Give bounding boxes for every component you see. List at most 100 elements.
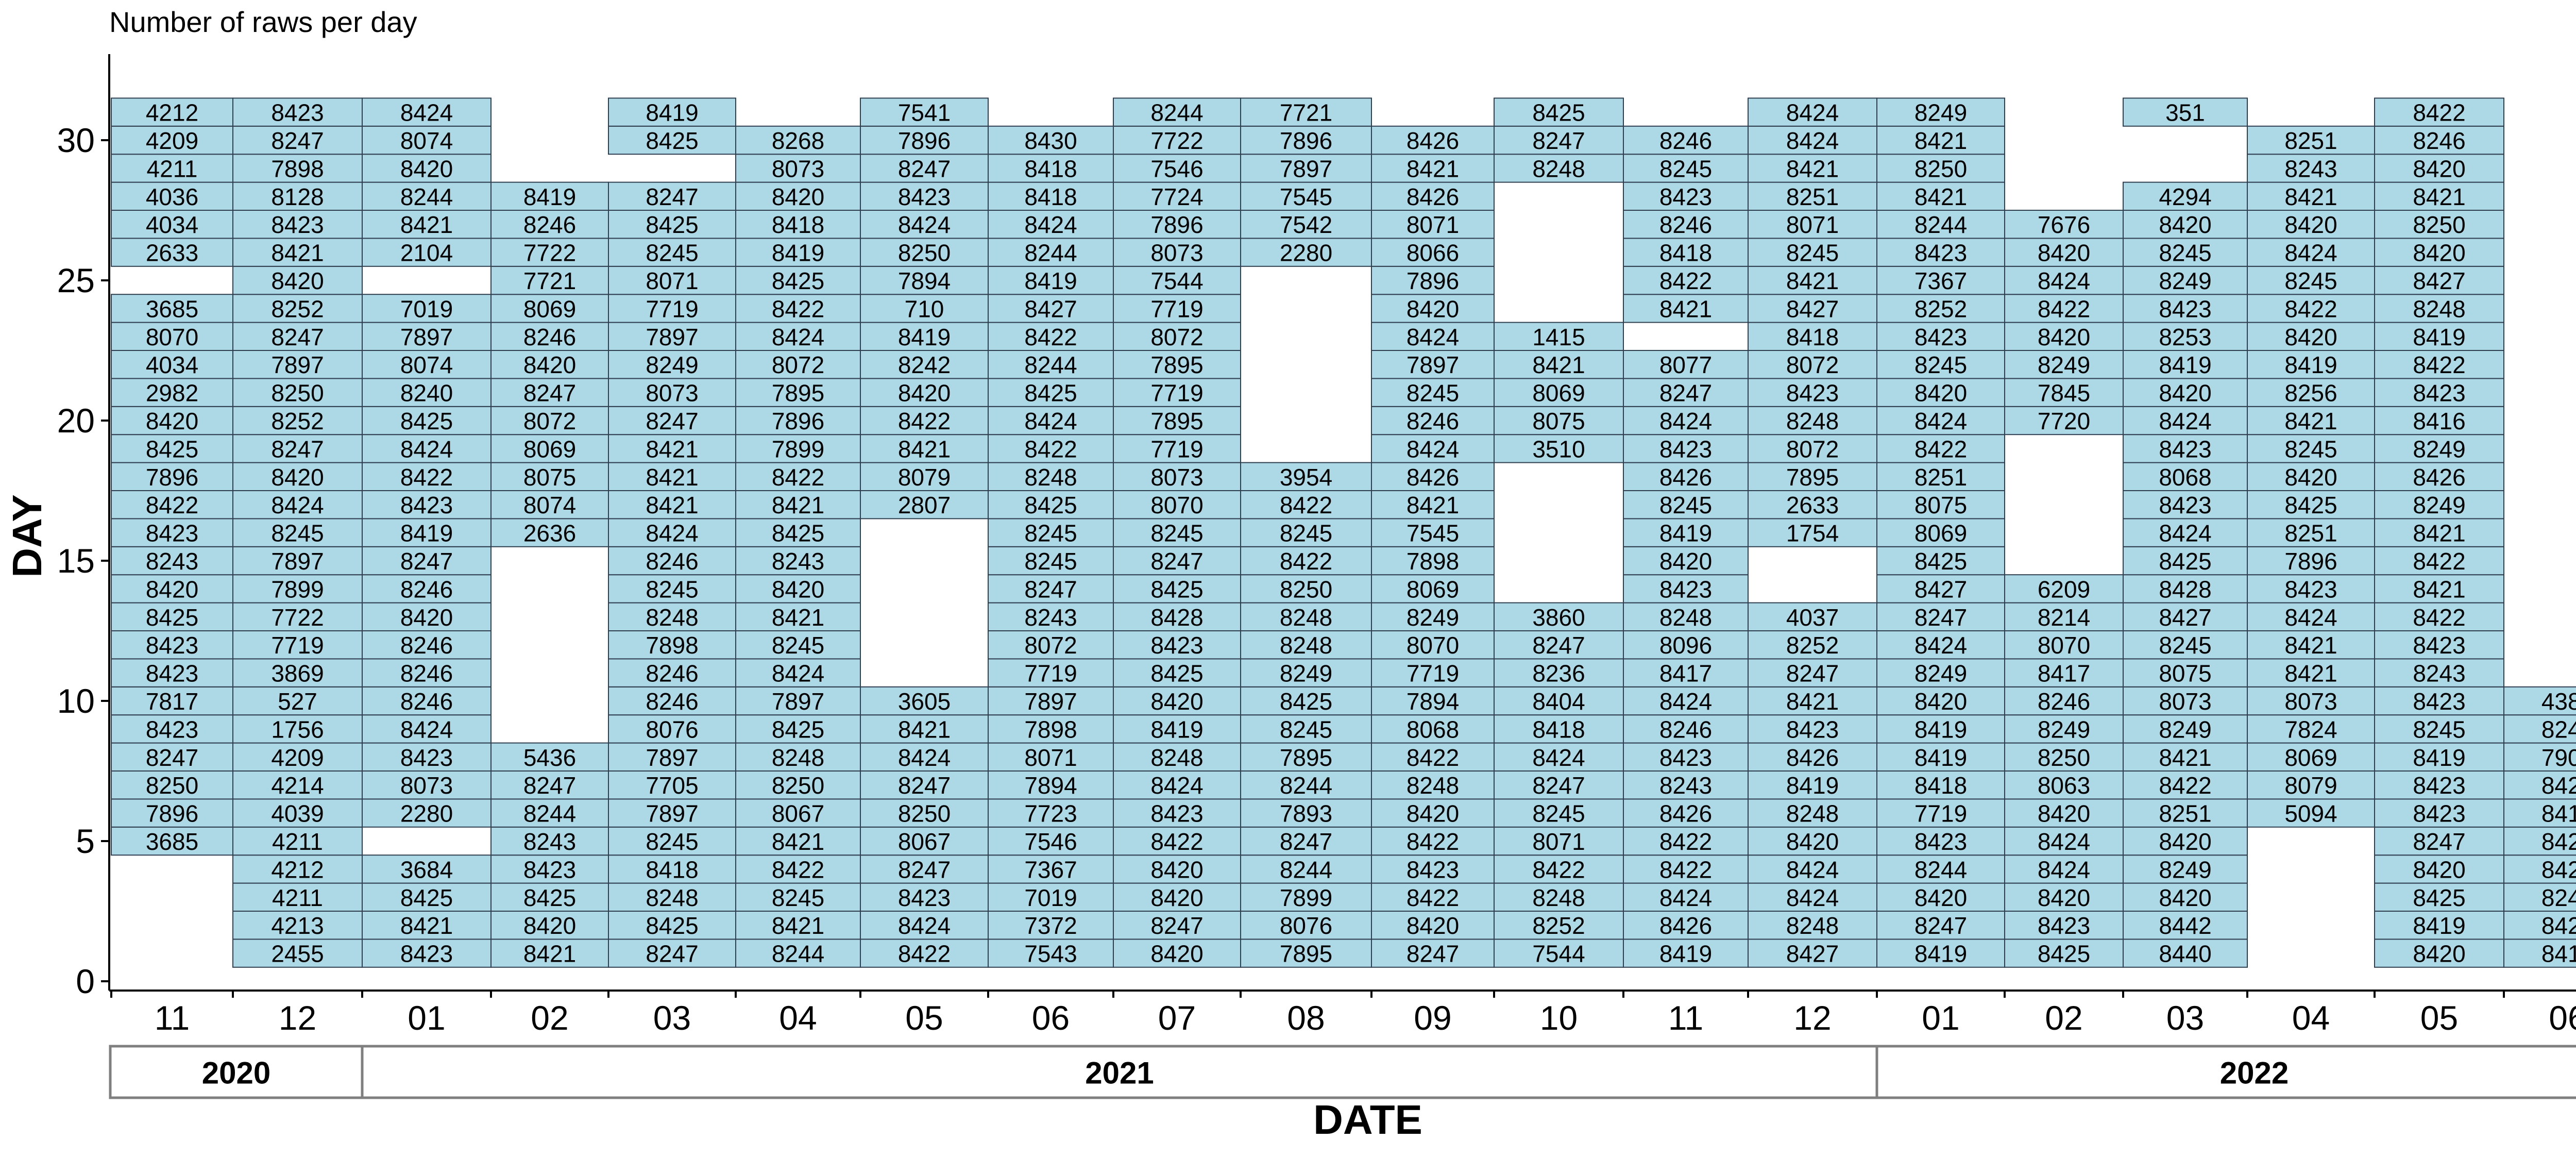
heatmap-cell	[1876, 798, 2005, 828]
cell-value-label: 4211	[272, 884, 323, 911]
cell-value-label: 5436	[523, 744, 576, 771]
cell-value-label: 8247	[646, 408, 698, 434]
heatmap-cell	[735, 826, 861, 856]
heatmap-cell	[1748, 826, 1877, 856]
cell-value-label: 8247	[1532, 127, 1585, 154]
cell-value-label: 8424	[1024, 211, 1077, 238]
heatmap-cell	[490, 770, 609, 800]
heatmap-cell	[1876, 574, 2005, 603]
cell-value-label: 8247	[146, 744, 198, 771]
heatmap-cell	[1623, 854, 1749, 884]
heatmap-cell	[362, 125, 492, 155]
cell-value-label: 7894	[1406, 688, 1459, 715]
cell-value-label: 8251	[1914, 464, 1967, 491]
cell-value-label: 8245	[271, 520, 324, 547]
cell-value-label: 8074	[400, 127, 453, 154]
heatmap-cell	[860, 938, 989, 968]
cell-value-label: 7541	[898, 99, 951, 126]
cell-value-label: 4036	[146, 183, 198, 210]
y-tick-label: 0	[76, 962, 95, 1000]
heatmap-cell	[1494, 406, 1624, 435]
cell-value-label: 8246	[400, 632, 453, 659]
cell-value-label: 8425	[646, 127, 698, 154]
cell-value-label: 8420	[2038, 800, 2090, 827]
heatmap-cell	[860, 238, 989, 267]
cell-value-label: 7724	[1150, 183, 1203, 210]
heatmap-cell	[490, 938, 609, 968]
cell-value-label: 7544	[1532, 941, 1585, 967]
cell-value-label: 8252	[1786, 632, 1839, 659]
cell-value-label: 8067	[772, 800, 824, 827]
cell-value-label: 8423	[1659, 744, 1712, 771]
cell-value-label: 3605	[898, 688, 951, 715]
cell-value-label: 8422	[1532, 856, 1585, 883]
cell-value-label: 8425	[2413, 884, 2465, 911]
heatmap-cell	[988, 742, 1114, 772]
cell-value-label: 527	[278, 688, 317, 715]
cell-value-label: 8442	[2159, 912, 2211, 939]
cell-value-label: 8418	[1024, 155, 1077, 182]
cell-value-label: 8424	[898, 912, 951, 939]
cell-value-label: 8071	[1786, 211, 1839, 238]
cell-value-label: 8420	[1914, 380, 1967, 407]
heatmap-cell	[490, 434, 609, 463]
cell-value-label: 8246	[1659, 211, 1712, 238]
heatmap-cell	[232, 378, 363, 407]
cell-value-label: 8423	[1150, 800, 1203, 827]
heatmap-cell	[232, 518, 363, 547]
heatmap-cell	[1748, 686, 1877, 716]
heatmap-cell	[490, 238, 609, 267]
year-label: 2021	[1085, 1056, 1154, 1091]
cell-value-label: 8070	[2038, 632, 2090, 659]
cell-value-label: 8426	[1406, 127, 1459, 154]
cell-value-label: 8420	[2159, 884, 2211, 911]
cell-value-label: 8426	[1659, 912, 1712, 939]
cell-value-label: 7824	[2284, 716, 2337, 743]
heatmap-cell	[988, 518, 1114, 547]
cell-value-label: 4211	[272, 828, 323, 855]
heatmap-cell	[2374, 378, 2504, 407]
cell-value-label: 8075	[1532, 408, 1585, 434]
heatmap-cell	[1240, 798, 1372, 828]
cell-value-label: 8419	[2541, 800, 2576, 827]
cell-value-label: 8423	[1659, 183, 1712, 210]
heatmap-cell	[1876, 406, 2005, 435]
heatmap-cell	[1113, 462, 1241, 491]
heatmap-cell	[608, 97, 736, 127]
cell-value-label: 8424	[2038, 828, 2090, 855]
heatmap-cell	[1240, 490, 1372, 519]
heatmap-cell	[490, 462, 609, 491]
heatmap-cell	[735, 154, 861, 183]
cell-value-label: 8422	[1914, 435, 1967, 462]
cell-value-label: 7845	[2038, 380, 2090, 407]
cell-value-label: 8069	[2284, 744, 2337, 771]
x-tick-label: 03	[653, 999, 691, 1037]
cell-value-label: 8423	[146, 520, 198, 547]
cell-value-label: 4212	[271, 856, 324, 883]
cell-value-label: 8422	[1024, 435, 1077, 462]
cell-value-label: 8248	[1786, 408, 1839, 434]
heatmap-cell	[735, 714, 861, 744]
cell-value-label: 8425	[1150, 660, 1203, 687]
cell-value-label: 8069	[1914, 520, 1967, 547]
cell-value-label: 8423	[146, 632, 198, 659]
heatmap-cell	[608, 518, 736, 547]
heatmap-cell	[490, 490, 609, 519]
heatmap-cell	[490, 798, 609, 828]
cell-value-label: 8247	[1150, 548, 1203, 575]
cell-value-label: 8420	[2038, 324, 2090, 350]
heatmap-cell	[1240, 97, 1372, 127]
cell-value-label: 8248	[1024, 464, 1077, 491]
cell-value-label: 7705	[646, 772, 698, 799]
cell-value-label: 8423	[1914, 324, 1967, 350]
cell-value-label: 8421	[2413, 520, 2465, 547]
heatmap-cell	[1371, 238, 1495, 267]
heatmap-cell	[2123, 97, 2248, 127]
heatmap-cell	[362, 154, 492, 183]
x-tick-label: 10	[1540, 999, 1578, 1037]
cell-value-label: 8243	[1659, 772, 1712, 799]
cell-value-label: 8420	[146, 576, 198, 602]
cell-value-label: 8071	[1532, 828, 1585, 855]
heatmap-cell	[1494, 602, 1624, 631]
cell-value-label: 8425	[523, 884, 576, 911]
